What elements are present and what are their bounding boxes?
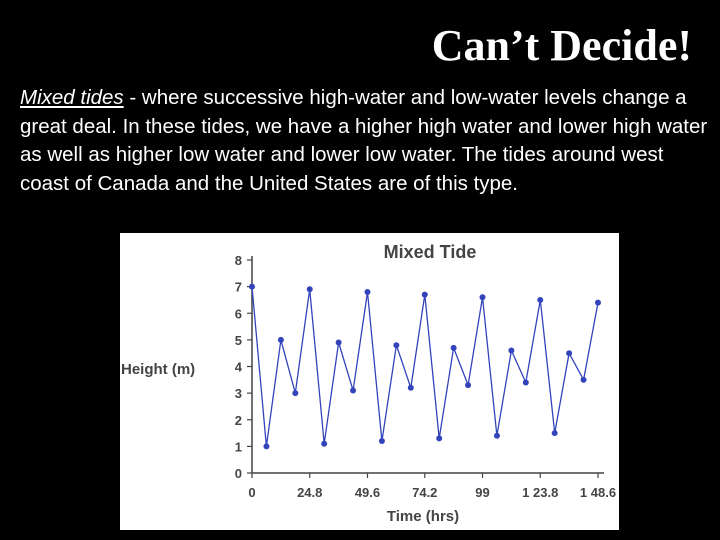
data-point — [580, 376, 587, 383]
y-tick-label: 1 — [235, 439, 242, 454]
x-tick-label: 0 — [248, 485, 255, 500]
data-point — [364, 288, 371, 295]
y-tick-label: 2 — [235, 413, 242, 428]
y-ticks: 0 1 2 3 4 5 6 7 8 — [235, 253, 252, 481]
description-text: - where successive high-water and low-wa… — [20, 86, 708, 195]
data-point — [249, 283, 255, 290]
data-point — [465, 382, 472, 389]
y-tick-label: 4 — [235, 360, 243, 375]
data-point — [522, 379, 529, 386]
x-tick-label: 49.6 — [355, 485, 380, 500]
x-tick-label: 1 48.6 — [580, 485, 616, 500]
data-point — [450, 344, 457, 351]
data-point — [393, 342, 400, 349]
slide-title: Can’t Decide! — [431, 21, 692, 70]
data-point — [277, 336, 284, 343]
y-axis-label: Height (m) — [121, 361, 195, 378]
data-point — [263, 443, 270, 450]
y-tick-label: 0 — [235, 466, 242, 481]
data-point — [421, 291, 428, 298]
data-point — [292, 390, 299, 397]
mixed-tide-chart: Mixed Tide Height (m) Time (hrs) 0 1 2 3 4 5 6… — [120, 233, 619, 530]
data-point — [350, 387, 357, 394]
y-tick-label: 6 — [235, 306, 242, 321]
y-tick-label: 8 — [235, 253, 242, 268]
x-tick-label: 74.2 — [412, 485, 437, 500]
data-point — [407, 384, 414, 391]
x-tick-label: 1 23.8 — [522, 485, 558, 500]
y-tick-label: 7 — [235, 280, 242, 295]
data-point — [537, 296, 544, 303]
chart-title: Mixed Tide — [384, 242, 477, 262]
data-point — [306, 286, 313, 293]
data-point — [566, 350, 573, 357]
x-tick-label: 99 — [475, 485, 489, 500]
x-ticks: 0 24.8 49.6 74.2 99 1 23.8 1 48.6 — [248, 473, 616, 500]
mixed-tides-description: Mixed tides - where successive high-wate… — [20, 84, 708, 198]
y-tick-label: 3 — [235, 386, 242, 401]
data-point — [493, 432, 500, 439]
data-point — [436, 435, 443, 442]
y-tick-label: 5 — [235, 333, 242, 348]
data-point — [378, 438, 385, 445]
chart-svg: Mixed Tide Height (m) Time (hrs) 0 1 2 3 4 5 6… — [121, 242, 616, 525]
data-point — [335, 339, 342, 346]
tide-series-points — [249, 283, 601, 450]
x-axis-label: Time (hrs) — [387, 508, 459, 525]
x-tick-label: 24.8 — [297, 485, 322, 500]
data-point — [595, 299, 601, 306]
data-point — [508, 347, 515, 354]
data-point — [479, 294, 486, 301]
data-point — [551, 430, 558, 437]
tide-series-line — [251, 286, 599, 447]
data-point — [321, 440, 328, 447]
mixed-tides-term: Mixed tides — [20, 86, 124, 109]
